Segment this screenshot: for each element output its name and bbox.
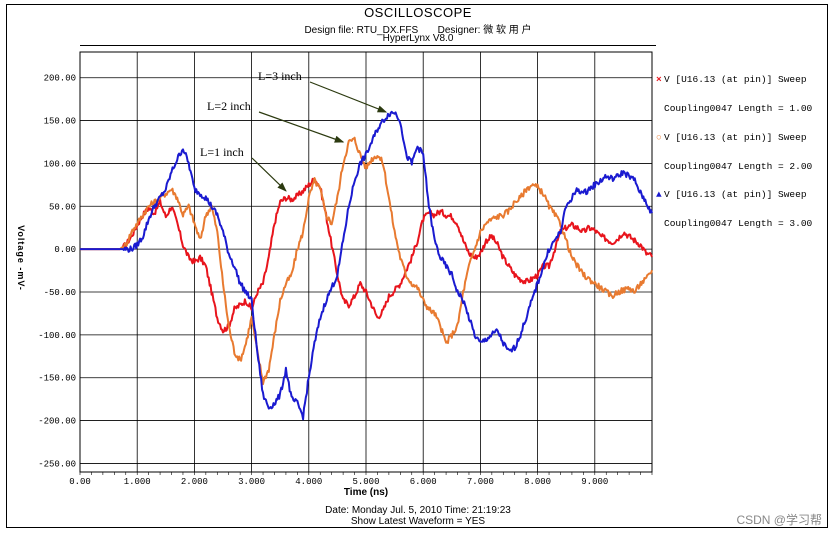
y-tick-label: -100.00 (38, 331, 76, 341)
x-marker-icon: × (656, 74, 662, 86)
axes: 200.00 150.00 100.00 50.00 0.00 -50.00 -100.00… (16, 74, 653, 498)
designer: Designer: 微 软 用 户 (437, 25, 532, 36)
chart-title: OSCILLOSCOPE (364, 5, 472, 20)
annotation-arrow (258, 111, 345, 143)
annotations: L=1 inch L=2 inch L=3 inch (200, 69, 388, 192)
annotation-arrow (309, 81, 388, 113)
y-tick-label: 50.00 (49, 202, 76, 212)
x-tick-label: 0.00 (69, 477, 91, 487)
x-tick-label: 3.000 (238, 477, 265, 487)
legend: × V [U16.13 (at pin)] Sweep Coupling0047 … (656, 56, 812, 238)
y-tick-label: -150.00 (38, 374, 76, 384)
annotation-label: L=3 inch (258, 69, 302, 83)
x-tick-label: 9.000 (581, 477, 608, 487)
y-axis-label: Voltage -mV- (16, 225, 26, 291)
x-tick-label: 8.000 (524, 477, 551, 487)
x-tick-label: 6.000 (410, 477, 437, 487)
y-tick-label: -50.00 (44, 288, 76, 298)
y-tick-label: 150.00 (44, 117, 76, 127)
x-tick-label: 4.000 (295, 477, 322, 487)
grid (79, 51, 653, 473)
x-tick-label: 1.000 (124, 477, 151, 487)
x-tick-label: 5.000 (352, 477, 379, 487)
triangle-marker-icon: ▲ (656, 189, 662, 201)
legend-entry-detail: Coupling0047 Length = 3.00 (656, 219, 812, 229)
legend-label: V [U16.13 (at pin)] Sweep (664, 74, 807, 86)
legend-entry-detail: Coupling0047 Length = 2.00 (656, 160, 813, 172)
y-tick-label: 0.00 (54, 245, 76, 255)
legend-label: Coupling0047 Length = 3.00 (664, 218, 813, 230)
legend-entry[interactable]: ○ V [U16.13 (at pin)] Sweep (656, 131, 812, 143)
annotation-arrow (251, 157, 287, 192)
legend-label: V [U16.13 (at pin)] Sweep (664, 189, 807, 201)
legend-label: Coupling0047 Length = 1.00 (664, 102, 813, 114)
annotation-label: L=1 inch (200, 145, 244, 159)
x-tick-label: 7.000 (467, 477, 494, 487)
version-label: HyperLynx V8.0 (382, 33, 454, 44)
y-tick-label: 200.00 (44, 74, 76, 84)
y-tick-label: -250.00 (38, 459, 76, 469)
watermark: CSDN @学习帮 (736, 513, 822, 527)
legend-label: V [U16.13 (at pin)] Sweep (664, 131, 807, 143)
chart-frame (6, 4, 828, 528)
legend-entry[interactable]: × V [U16.13 (at pin)] Sweep (656, 75, 812, 85)
annotation-label: L=2 inch (207, 99, 251, 113)
legend-entry-detail: Coupling0047 Length = 1.00 (656, 104, 812, 114)
design-info: Design file: RTU_DX.FFS Designer: 微 软 用 … (0, 21, 836, 36)
header-divider (80, 45, 656, 46)
y-tick-label: -200.00 (38, 417, 76, 427)
y-tick-label: 100.00 (44, 159, 76, 169)
circle-marker-icon: ○ (656, 131, 662, 143)
series-group (80, 110, 653, 421)
date-time-label: Date: Monday Jul. 5, 2010 Time: 21:19:23 (325, 505, 511, 516)
legend-label: Coupling0047 Length = 2.00 (664, 160, 813, 172)
legend-entry[interactable]: ▲ V [U16.13 (at pin)] Sweep (656, 190, 812, 200)
design-file: Design file: RTU_DX.FFS (304, 25, 419, 36)
series-line (80, 136, 653, 386)
show-latest-label: Show Latest Waveform = YES (350, 516, 486, 527)
x-axis-label: Time (ns) (344, 487, 388, 498)
x-tick-label: 2.000 (181, 477, 208, 487)
series-line (80, 110, 653, 421)
